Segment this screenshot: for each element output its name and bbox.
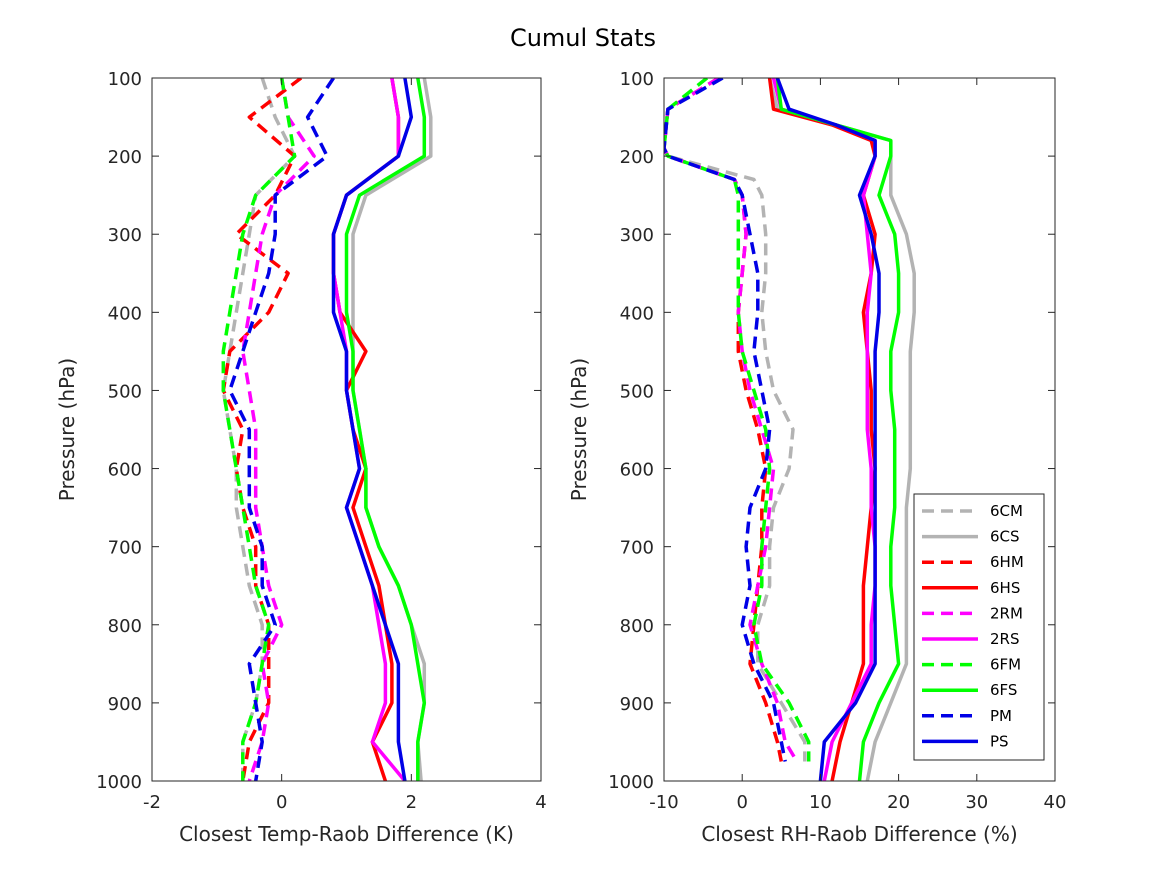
legend-label-2rs: 2RS: [990, 630, 1020, 648]
y-tick-label: 1000: [96, 772, 142, 793]
y-tick-label: 600: [620, 460, 654, 481]
axes-frame: [151, 77, 542, 782]
x-tick-label: -10: [649, 792, 678, 813]
y-axis-label: Pressure (hPa): [55, 358, 79, 501]
y-tick-label: 900: [108, 694, 142, 715]
y-tick-label: 700: [620, 538, 654, 559]
x-axis-label: Closest Temp-Raob Difference (K): [179, 822, 514, 846]
figure-title: Cumul Stats: [510, 24, 656, 52]
x-tick-label: 20: [887, 792, 910, 813]
y-tick-label: 400: [108, 303, 142, 324]
legend: 6CM 6CS 6HM 6HS 2RM 2RS 6FM 6FS PM PS: [913, 493, 1045, 761]
legend-label-6cm: 6CM: [990, 502, 1023, 520]
x-tick-label: 0: [736, 792, 747, 813]
series-line-6cm: [221, 78, 297, 781]
series-line-6fs: [344, 78, 427, 781]
legend-label-6hm: 6HM: [990, 553, 1024, 571]
y-tick-label: 300: [108, 225, 142, 246]
series-line-ps: [331, 78, 414, 781]
series-line-6hm: [221, 78, 303, 781]
temp-difference-axes: -2 0 2 4 100 200 300 400 500 600 700 800 900 1000 Clos…: [55, 69, 547, 846]
x-tick-label: -2: [143, 792, 161, 813]
axes-frame: [663, 77, 1056, 782]
y-tick-label: 500: [108, 381, 142, 402]
series-line-2rs: [331, 78, 407, 781]
series-line-2rm: [241, 78, 316, 781]
y-tick-label: 600: [108, 460, 142, 481]
y-tick-label: 100: [620, 69, 654, 90]
plot-lines: [664, 78, 916, 781]
y-tick-label: 800: [108, 616, 142, 637]
series-line-6fm: [221, 78, 297, 781]
x-tick-label: 2: [406, 792, 417, 813]
y-tick-label: 500: [620, 381, 654, 402]
series-line-6hm: [664, 78, 784, 762]
y-axis-label: Pressure (hPa): [567, 358, 591, 501]
legend-label-ps: PS: [990, 732, 1009, 750]
x-tick-label: 10: [809, 792, 832, 813]
plot-lines: [221, 78, 433, 781]
y-tick-label: 200: [108, 147, 142, 168]
y-tick-label: 900: [620, 694, 654, 715]
series-line-6cm: [664, 78, 807, 762]
y-tick-label: 200: [620, 147, 654, 168]
y-tick-label: 1000: [608, 772, 654, 793]
legend-label-2rm: 2RM: [990, 604, 1023, 622]
series-line-6hs: [767, 78, 877, 781]
legend-box: [913, 493, 1045, 761]
x-tick-label: 30: [965, 792, 988, 813]
x-tick-label: 4: [535, 792, 546, 813]
y-tick-label: 300: [620, 225, 654, 246]
series-line-2rm: [664, 78, 799, 763]
y-tick-label: 100: [108, 69, 142, 90]
rh-difference-axes: -10 0 10 20 30 40 100 200 300 400 500 600 700 800 900 1…: [567, 69, 1066, 846]
legend-label-pm: PM: [990, 707, 1012, 725]
legend-label-6cs: 6CS: [990, 528, 1020, 546]
series-line-pm: [664, 78, 787, 762]
legend-label-6fm: 6FM: [990, 656, 1021, 674]
series-line-ps: [775, 78, 881, 781]
series-line-pm: [228, 78, 335, 781]
legend-label-6fs: 6FS: [990, 681, 1017, 699]
series-line-6fs: [775, 78, 901, 781]
y-tick-label: 700: [108, 538, 142, 559]
legend-label-6hs: 6HS: [990, 579, 1020, 597]
x-tick-label: 40: [1044, 792, 1067, 813]
y-tick-label: 800: [620, 616, 654, 637]
y-tick-label: 400: [620, 303, 654, 324]
x-tick-label: 0: [276, 792, 287, 813]
x-axis-label: Closest RH-Raob Difference (%): [701, 822, 1017, 846]
